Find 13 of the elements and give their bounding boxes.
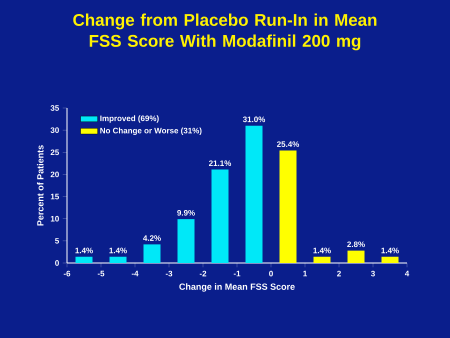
bar (110, 256, 126, 263)
bar (280, 150, 297, 263)
chart-title: Change from Placebo Run-In in Mean FSS Score With Modafinil 200 mg (73, 14, 376, 50)
bar (178, 219, 195, 263)
bar (382, 256, 399, 263)
bar (348, 250, 365, 263)
bar (314, 256, 331, 263)
bar (144, 244, 161, 263)
x-axis-title: Change in Mean FSS Score (179, 283, 295, 292)
bar (76, 256, 92, 263)
bar (212, 170, 229, 263)
y-axis-title: Percent of Patients (36, 145, 44, 226)
bar (246, 126, 263, 263)
